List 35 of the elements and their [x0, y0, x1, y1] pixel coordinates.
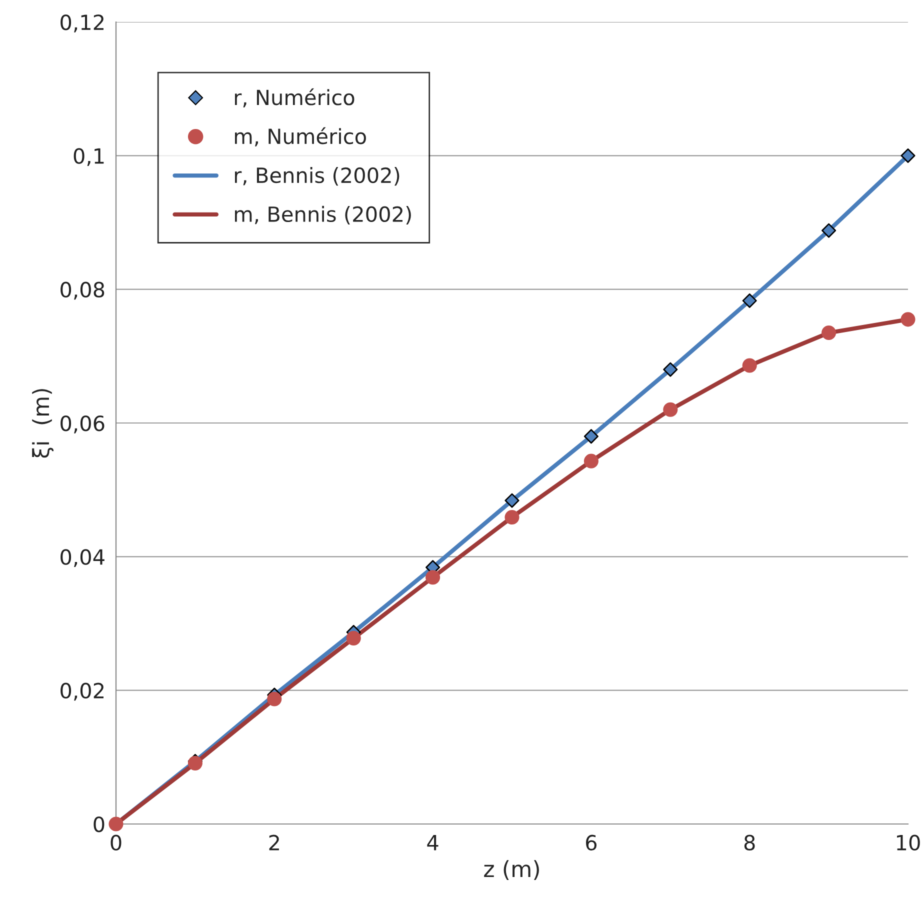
point [742, 358, 757, 373]
y-tick-label: 0,12 [60, 14, 104, 32]
legend-label: m, Numérico [234, 127, 366, 146]
y-tick-label: 0,1 [74, 148, 104, 166]
point [584, 454, 598, 468]
point [900, 148, 916, 163]
y-axis-title: ξi (m) [32, 389, 54, 458]
x-tick-label: 8 [744, 834, 755, 851]
x-tick-label: 6 [586, 834, 597, 851]
point [504, 493, 520, 508]
x-tick-label: 0 [110, 834, 122, 851]
point [346, 630, 361, 646]
point [426, 570, 440, 585]
point [504, 510, 520, 525]
point [900, 312, 916, 327]
legend-label: m, Bennis (2002) [234, 206, 411, 224]
y-tick-label: 0,08 [60, 282, 104, 300]
point [822, 223, 836, 238]
x-tick-label: 4 [427, 835, 438, 850]
x-tick-label: 10 [897, 834, 920, 851]
point [822, 325, 836, 340]
y-tick-label: 0,04 [60, 549, 104, 568]
legend-label: r, Bennis (2002) [234, 167, 400, 186]
point [742, 293, 757, 308]
point [267, 692, 282, 706]
x-tick-label: 2 [269, 834, 279, 850]
y-tick-label: 0,02 [60, 682, 104, 701]
point [663, 402, 678, 417]
legend-label: r, Numérico [234, 88, 354, 108]
y-tick-label: 0 [94, 816, 104, 832]
point [108, 816, 124, 832]
point [663, 362, 678, 377]
point [584, 429, 598, 444]
x-axis-title: z (m) [484, 860, 539, 880]
y-tick-label: 0,06 [60, 415, 104, 434]
